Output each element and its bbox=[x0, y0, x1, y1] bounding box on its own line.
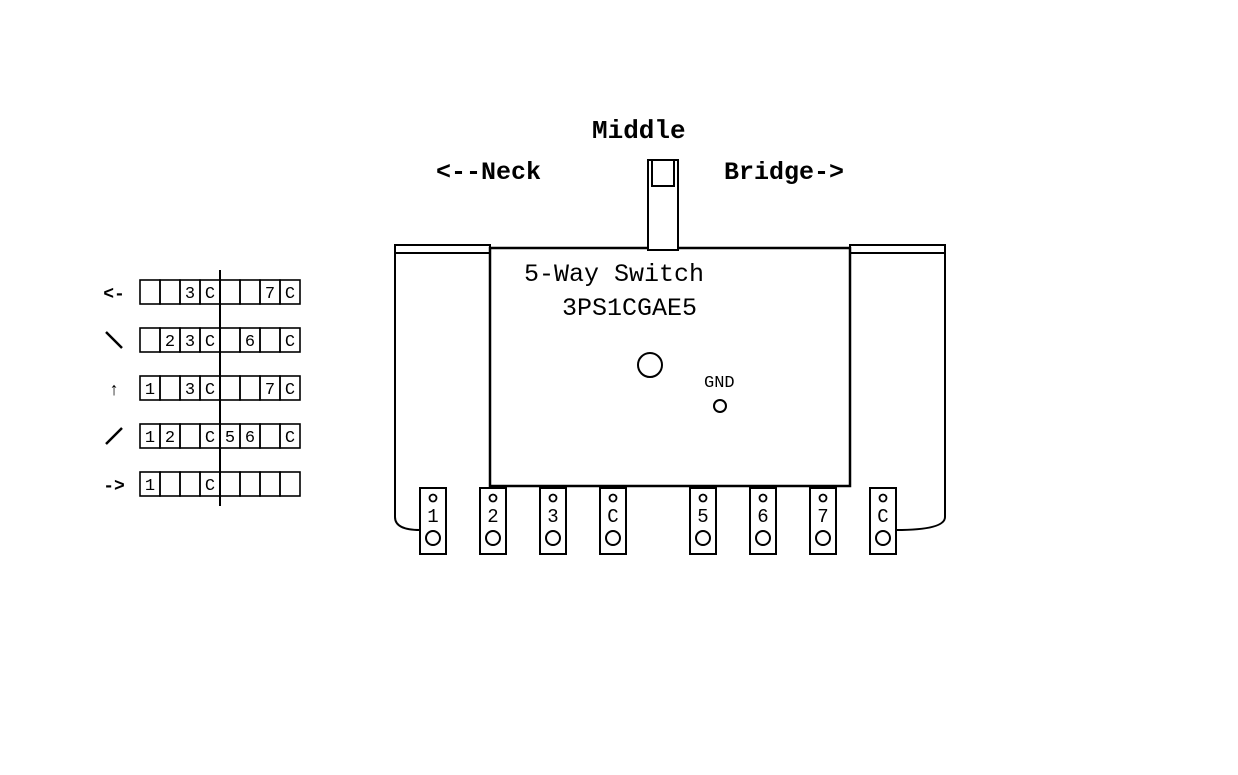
svg-text:C: C bbox=[285, 285, 295, 304]
svg-text:1: 1 bbox=[145, 381, 155, 400]
svg-text:C: C bbox=[205, 381, 215, 400]
svg-text:6: 6 bbox=[245, 429, 255, 448]
svg-text:7: 7 bbox=[817, 506, 828, 528]
svg-text:C: C bbox=[205, 429, 215, 448]
svg-text:C: C bbox=[285, 333, 295, 352]
svg-text:3: 3 bbox=[185, 333, 195, 352]
svg-text:<-: <- bbox=[103, 285, 125, 305]
label-gnd: GND bbox=[704, 374, 735, 393]
svg-text:C: C bbox=[205, 333, 215, 352]
svg-text:7: 7 bbox=[265, 285, 275, 304]
label-bridge: Bridge-> bbox=[724, 158, 844, 187]
svg-text:1: 1 bbox=[427, 506, 438, 528]
svg-text:C: C bbox=[877, 506, 888, 528]
svg-text:C: C bbox=[607, 506, 618, 528]
svg-text:2: 2 bbox=[165, 333, 175, 352]
svg-text:1: 1 bbox=[145, 429, 155, 448]
svg-text:3: 3 bbox=[185, 285, 195, 304]
svg-text:->: -> bbox=[103, 477, 125, 497]
svg-text:C: C bbox=[205, 477, 215, 496]
svg-text:2: 2 bbox=[165, 429, 175, 448]
label-neck: <--Neck bbox=[436, 158, 541, 187]
svg-text:2: 2 bbox=[487, 506, 498, 528]
svg-text:7: 7 bbox=[265, 381, 275, 400]
svg-text:6: 6 bbox=[757, 506, 768, 528]
svg-text:5: 5 bbox=[225, 429, 235, 448]
svg-text:C: C bbox=[285, 429, 295, 448]
svg-text:1: 1 bbox=[145, 477, 155, 496]
label-middle: Middle bbox=[592, 116, 686, 146]
svg-text:3: 3 bbox=[547, 506, 558, 528]
svg-text:↑: ↑ bbox=[109, 381, 120, 401]
label-title: 5-Way Switch bbox=[524, 260, 704, 289]
svg-text:C: C bbox=[205, 285, 215, 304]
label-part: 3PS1CGAE5 bbox=[562, 294, 697, 323]
svg-text:3: 3 bbox=[185, 381, 195, 400]
svg-text:6: 6 bbox=[245, 333, 255, 352]
svg-text:C: C bbox=[285, 381, 295, 400]
svg-text:5: 5 bbox=[697, 506, 708, 528]
